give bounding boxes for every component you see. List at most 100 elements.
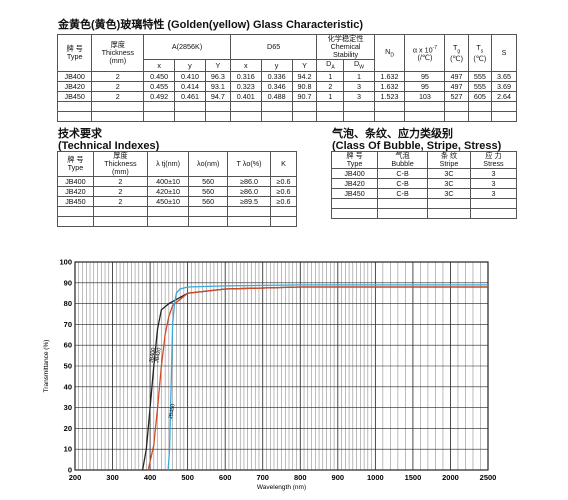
s-header: S [490,33,518,73]
y-axis-title: Transmittance (%) [43,340,50,393]
table1-empty-cell [490,101,518,113]
table3-cell: C-B [377,188,429,199]
Y2-header: Y [291,58,318,73]
table2-empty-cell [92,216,148,227]
nd-header: ND [373,33,406,73]
y-tick-label: 20 [64,424,72,433]
table1-cell: 0.461 [174,91,206,103]
table1-empty-cell [467,111,492,123]
table1-cell: 605 [467,91,492,103]
table1-cell: 2.64 [490,91,518,103]
table1-cell: 3 [343,81,375,93]
table2-cell: JB420 [57,186,94,197]
table1-cell: 3 [343,91,375,103]
da-header: DA [316,58,345,73]
table2-row: JB400 2 400±10 560 ≥86.0 ≥0.6 [57,176,297,187]
type-header: 牌 号 Type [56,33,93,73]
x-tick-label: 1500 [405,473,422,482]
k-header: K [270,151,297,177]
table1-cell: 0.401 [229,91,262,103]
table1-empty-cell [204,111,231,123]
table3-cell: JB400 [330,168,379,179]
table1-cell: 3.69 [490,81,518,93]
table1-empty-cell [291,111,318,123]
table1-cell: JB420 [56,81,93,93]
table1-empty-cell [260,111,293,123]
table1-cell: 94.2 [291,71,318,83]
tg-header: Tg (℃) [444,33,469,73]
x-tick-label: 900 [332,473,345,482]
table3-empty-cell [377,198,429,209]
table1-cell: 0.414 [174,81,206,93]
bubble-header: 气泡 Bubble [377,151,429,169]
x-axis-title: Wavelength (nm) [257,484,306,491]
table1-cell: JB450 [56,91,93,103]
x-tick-label: 300 [106,473,119,482]
table2-row: JB450 2 450±10 560 ≥89.5 ≥0.6 [57,196,297,207]
series-line-jb420 [147,286,488,471]
table1-cell: 0.346 [260,81,293,93]
table3-cell: 3 [469,178,518,189]
table1-cell: 3.65 [490,71,518,83]
table1-cell: 90.8 [291,81,318,93]
table2-cell: 450±10 [146,196,190,207]
table1-cell: JB400 [56,71,93,83]
table2-empty-cell [227,216,272,227]
y-tick-label: 90 [64,278,72,287]
table1-empty-cell [316,111,345,123]
table1-cell: 527 [444,91,469,103]
l0-header: λo(nm) [188,151,229,177]
table2-empty-cell [188,206,229,217]
table1-cell: 2 [91,71,145,83]
main-title: 金黄色(黄色)玻璃特性 (Golden(yellow) Glass Charac… [58,19,363,31]
table3-empty-cell [427,208,471,219]
table1-cell: 0.492 [143,91,176,103]
table2-cell: 560 [188,176,229,187]
x-tick-label: 400 [144,473,157,482]
table2-empty-row [57,216,297,227]
table2-cell: 2 [92,196,148,207]
table3-empty-cell [427,198,471,209]
table1-cell: 2 [91,91,145,103]
chart-svg: 200 300 400 500 600 700 800 900 1000 1500 2000 2500… [43,258,497,492]
ltj-header: λ tj(nm) [146,151,190,177]
table2-empty-cell [270,216,297,227]
table2-cell: 560 [188,196,229,207]
t3-type-header: 牌 号 Type [330,151,379,169]
x-tick-label: 700 [256,473,269,482]
table1-empty-cell [260,101,293,113]
tech-table: 牌 号 Type 厚度 Thickness (mm) λ tj(nm) λo(nm) … [57,151,297,227]
table3-empty-cell [377,208,429,219]
table1-cell: 1.632 [373,71,406,83]
table3-row: JB450 C-B 3C 3 [330,188,518,199]
table2-cell: 560 [188,186,229,197]
table2-cell: 2 [92,176,148,187]
thickness-header: 厚度 Thickness (mm) [91,33,145,73]
table1-empty-row [56,101,518,113]
table2-cell: 2 [92,186,148,197]
table1-cell: 497 [444,81,469,93]
table3-cell: 3 [469,168,518,179]
table1-cell: 95 [404,81,446,93]
table1-cell: 0.488 [260,91,293,103]
table1-cell: 1.632 [373,81,406,93]
table2-cell: ≥89.5 [227,196,272,207]
table2-empty-cell [146,216,190,227]
table3-row: JB420 C-B 3C 3 [330,178,518,189]
table2-cell: ≥0.6 [270,196,297,207]
table3-empty-row [330,208,518,219]
x-tick-label: 2500 [480,473,497,482]
table2-row: JB420 2 420±10 560 ≥86.0 ≥0.6 [57,186,297,197]
x-tick-label: 2000 [442,473,459,482]
table3-empty-cell [469,198,518,209]
table1-empty-cell [229,101,262,113]
table3-empty-row [330,198,518,209]
alpha-header: α x 10-7 (/℃) [404,33,446,73]
table1-empty-cell [143,111,176,123]
table2-empty-cell [188,216,229,227]
Y-header: Y [204,58,231,73]
characteristic-table: 牌 号 Type 厚度 Thickness (mm) A(2856K) D65 化学稳… [56,33,518,123]
table1-empty-cell [91,111,145,123]
table2-cell: ≥0.6 [270,176,297,187]
table2-cell: 400±10 [146,176,190,187]
